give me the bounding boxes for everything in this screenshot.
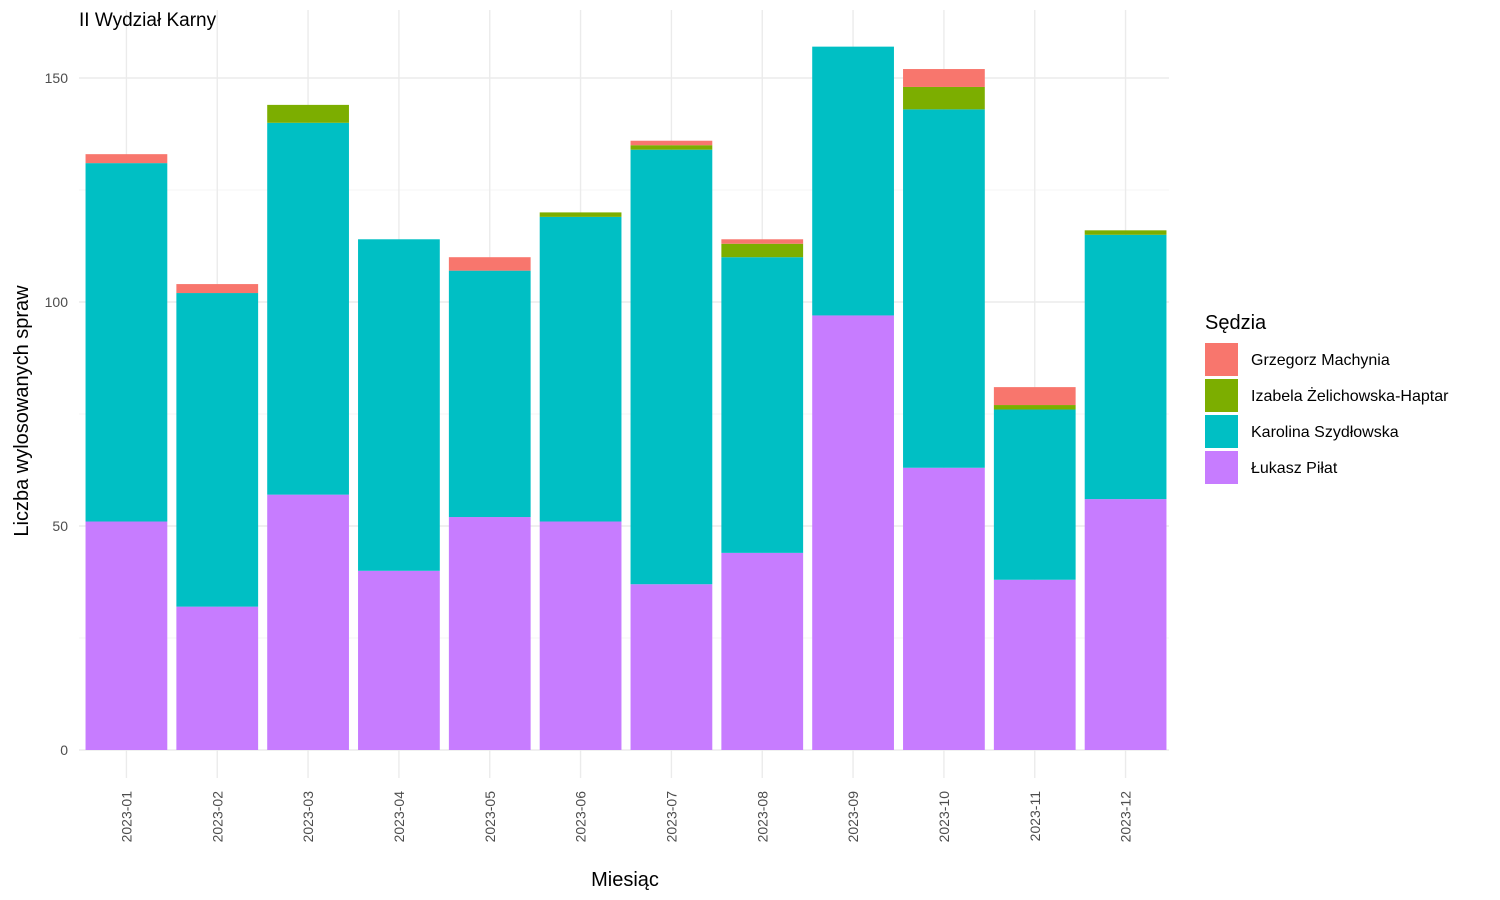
- x-tick-label: 2023-08: [754, 791, 770, 843]
- bar-segment: [85, 521, 168, 750]
- bar-segment: [993, 409, 1076, 580]
- bar-segment: [903, 109, 985, 468]
- bar-segment: [903, 467, 985, 750]
- bar-segment: [812, 315, 894, 750]
- x-tick-label: 2023-02: [209, 791, 225, 843]
- bar-segment: [812, 46, 894, 316]
- bar-segment: [85, 163, 168, 522]
- y-tick-label: 100: [45, 294, 69, 310]
- legend: Sędzia Grzegorz Machynia Izabela Żelichow…: [1205, 312, 1449, 484]
- bar-segment: [448, 517, 531, 750]
- bar-segment: [176, 606, 259, 750]
- bar-segment: [85, 154, 168, 164]
- bar-segment: [539, 212, 622, 217]
- bar-segment: [993, 579, 1076, 750]
- legend-key: [1205, 415, 1238, 448]
- bar-segment: [358, 239, 440, 571]
- y-axis-title: Liczba wylosowanych spraw: [11, 285, 33, 537]
- bar-segment: [176, 284, 259, 294]
- y-tick-label: 50: [52, 518, 68, 534]
- bar-segment: [539, 216, 622, 522]
- bar-segment: [267, 104, 349, 123]
- bar-segment: [903, 86, 985, 110]
- y-tick-label: 150: [45, 70, 69, 86]
- bar-segment: [993, 405, 1076, 410]
- y-axis-ticks: 0 50 100 150: [45, 70, 69, 758]
- bar-segment: [993, 387, 1076, 406]
- x-tick-label: 2023-07: [663, 791, 679, 843]
- bars: [85, 46, 1167, 750]
- bar-segment: [267, 494, 349, 750]
- x-axis-ticks: 2023-01 2023-02 2023-03 2023-04 2023-05 2023-…: [118, 791, 1133, 843]
- chart-title: II Wydział Karny: [79, 10, 217, 31]
- x-tick-label: 2023-04: [391, 791, 407, 843]
- bar-segment: [721, 552, 804, 750]
- bar-segment: [630, 140, 713, 146]
- bar-segment: [448, 270, 531, 518]
- x-tick-label: 2023-01: [118, 791, 134, 843]
- x-tick-label: 2023-03: [300, 791, 316, 843]
- legend-key: [1205, 451, 1238, 484]
- x-tick-label: 2023-10: [936, 791, 952, 843]
- bar-segment: [267, 122, 349, 495]
- bar-segment: [630, 149, 713, 585]
- legend-label: Grzegorz Machynia: [1251, 352, 1390, 369]
- bar-segment: [1084, 499, 1167, 750]
- x-tick-label: 2023-05: [482, 791, 498, 843]
- bar-segment: [721, 257, 804, 553]
- legend-label: Izabela Żelichowska-Haptar: [1251, 386, 1449, 405]
- bar-segment: [358, 570, 440, 750]
- legend-key: [1205, 343, 1238, 376]
- x-tick-label: 2023-12: [1118, 791, 1134, 843]
- x-axis-title: Miesiąc: [591, 869, 659, 891]
- bar-segment: [903, 69, 985, 87]
- bar-segment: [176, 293, 259, 607]
- bar-segment: [448, 257, 531, 271]
- legend-title: Sędzia: [1205, 312, 1267, 334]
- bar-segment: [1084, 234, 1167, 500]
- legend-label: Łukasz Piłat: [1251, 460, 1338, 477]
- x-tick-label: 2023-11: [1027, 791, 1043, 842]
- x-tick-label: 2023-06: [573, 791, 589, 843]
- x-tick-label: 2023-09: [845, 791, 861, 843]
- bar-segment: [539, 521, 622, 750]
- y-tick-label: 0: [60, 742, 68, 758]
- bar-segment: [630, 145, 713, 150]
- bar-segment: [721, 239, 804, 244]
- bar-segment: [1084, 230, 1167, 235]
- legend-label: Karolina Szydłowska: [1251, 424, 1399, 441]
- bar-segment: [721, 243, 804, 258]
- legend-key: [1205, 379, 1238, 412]
- bar-segment: [630, 584, 713, 750]
